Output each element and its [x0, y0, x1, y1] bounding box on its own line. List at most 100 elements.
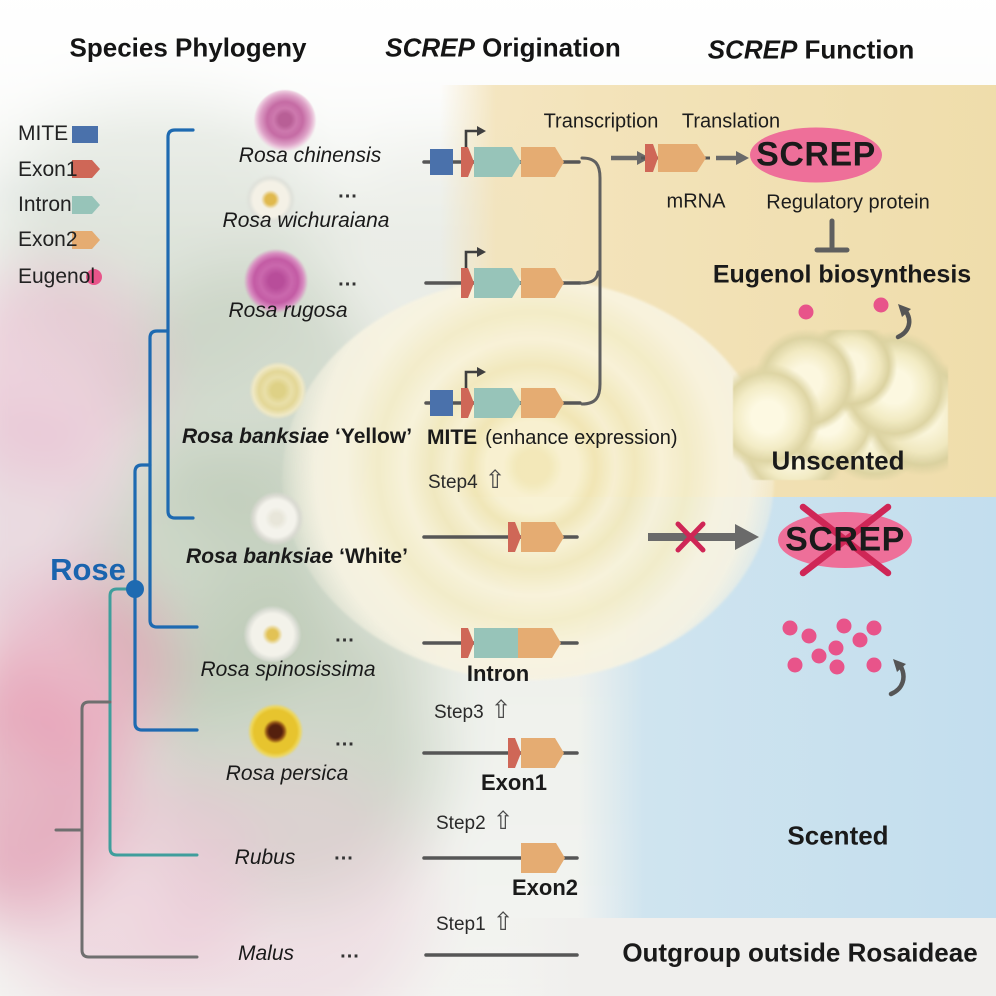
blocked-arrowhead: [735, 524, 759, 550]
rosa-rugosa-flower-image: [243, 249, 309, 313]
species-label-rosa-banksiae-yellow: Rosa banksiae ‘Yellow’: [182, 425, 412, 449]
ellipsis: ...: [334, 842, 354, 865]
species-label-rosa-chinensis: Rosa chinensis: [238, 144, 382, 167]
mite-legend-icon: [72, 126, 98, 143]
header-screp-origination-em: SCREP: [385, 32, 475, 63]
eugenol-dots-scented: [782, 618, 906, 697]
tree-branch-malus: [80, 700, 199, 959]
eugenol-legend-icon: [86, 269, 102, 285]
species-label-rosa-wichuraiana: Rosa wichuraiana: [222, 209, 390, 232]
eugenol-dots-unscented: [798, 297, 912, 340]
mite-annotation: MITE (enhance expression): [427, 426, 678, 450]
gene-models: [422, 126, 582, 957]
up-arrow-icon: ⇧: [492, 908, 514, 936]
screp-protein-text: SCREP: [756, 135, 876, 174]
ellipsis: ...: [338, 268, 358, 291]
tree-branch-clade-c: [133, 463, 199, 732]
exon2-legend-icon: [72, 231, 100, 249]
inhibition-tbar-icon: [814, 218, 850, 253]
header-screp-function: SCREP Function: [708, 35, 915, 66]
eugenol-biosynthesis-label: Eugenol biosynthesis: [712, 260, 972, 289]
tree-branch-clade-b: [148, 329, 199, 629]
small-cross-icon: [675, 521, 706, 553]
step3-label: Step3 ⇧: [434, 696, 512, 724]
tree-branch-rubus: [108, 587, 199, 857]
gene-model-rosa-spinosissima: [422, 628, 579, 658]
header-species-phylogeny: Species Phylogeny: [69, 32, 307, 63]
intron-legend-icon: [72, 196, 100, 214]
species-label-rosa-persica: Rosa persica: [225, 762, 349, 785]
ellipsis: ...: [338, 180, 358, 203]
exon1-row-label: Exon1: [480, 770, 548, 795]
step4-label: Step4 ⇧: [428, 466, 506, 494]
rosa-chinensis-flower-image: [254, 90, 316, 152]
rosa-spinosissima-flower-image: [243, 605, 302, 662]
rose-clade-label: Rose: [50, 552, 126, 587]
species-label-rosa-rugosa: Rosa rugosa: [228, 299, 348, 322]
background-rose-image: [282, 278, 774, 680]
screp-protein-ellipse: [750, 127, 882, 183]
scented-label: Scented: [787, 820, 889, 851]
rose-clade-node: [126, 580, 144, 598]
unscented-flower-cluster-image: [733, 330, 948, 480]
legend-swatches: [72, 126, 102, 285]
species-label-rosa-banksiae-white: Rosa banksiae ‘White’: [186, 545, 408, 569]
ellipsis: ...: [335, 624, 355, 647]
translation-label: Translation: [681, 110, 781, 133]
legend-label-eugenol: Eugenol: [18, 265, 96, 288]
transcription-brace: [579, 156, 602, 406]
species-label-malus: Malus: [237, 942, 295, 965]
gene-model-rosa-banksiae-white: [422, 522, 579, 552]
legend-label-exon1: Exon1: [18, 158, 78, 181]
rosa-persica-flower-image: [247, 704, 304, 759]
tree-branch-clade-a: [166, 128, 195, 520]
big-cross-icon: [799, 503, 892, 577]
up-arrow-icon: ⇧: [492, 807, 514, 835]
unscented-label: Unscented: [771, 445, 905, 476]
header-screp-origination-rest: Origination: [474, 32, 621, 63]
cultivar-name: ‘Yellow’: [335, 425, 413, 448]
expression-flow: [611, 127, 882, 183]
header-screp-function-em: SCREP: [707, 34, 798, 65]
step2-label: Step2 ⇧: [436, 807, 514, 835]
mite-annotation-note: (enhance expression): [485, 427, 678, 449]
legend-label-intron: Intron: [18, 193, 72, 216]
gene-model-rubus: [422, 843, 579, 873]
regulatory-protein-label: Regulatory protein: [766, 191, 930, 214]
translation-arrowhead: [736, 151, 749, 165]
rosa-banksiae-yellow-flower-image: [248, 362, 308, 419]
phylogenetic-tree: [54, 128, 199, 959]
rosa-wichuraiana-flower-image: [245, 174, 296, 225]
mite-annotation-bold: MITE: [427, 426, 478, 449]
mrna-model: [641, 144, 710, 172]
species-name: Rosa banksiae: [186, 545, 334, 568]
screp-absent-text: SCREP: [785, 520, 905, 559]
header-screp-origination: SCREP Origination: [385, 33, 620, 64]
exon1-legend-icon: [72, 160, 100, 178]
legend-label-exon2: Exon2: [18, 228, 78, 251]
step1-label: Step1 ⇧: [436, 908, 514, 936]
intron-row-label: Intron: [466, 661, 530, 686]
outgroup-label: Outgroup outside Rosaideae: [622, 937, 978, 968]
transcription-label: Transcription: [543, 110, 659, 133]
species-label-rubus: Rubus: [234, 846, 296, 869]
species-label-rosa-spinosissima: Rosa spinosissima: [200, 658, 376, 681]
legend-label-mite: MITE: [18, 122, 69, 145]
header-screp-function-rest: Function: [797, 34, 915, 65]
gene-model-rosa-persica: [422, 738, 579, 768]
up-arrow-icon: ⇧: [490, 696, 512, 724]
gene-model-rosa-chinensis: [422, 126, 581, 177]
up-arrow-icon: ⇧: [484, 466, 506, 494]
gene-model-rosa-rugosa: [424, 247, 582, 298]
exon2-row-label: Exon2: [511, 875, 579, 900]
cultivar-name: ‘White’: [339, 545, 408, 568]
blocked-expression: [648, 503, 912, 577]
gene-model-rosa-banksiae-yellow: [424, 367, 582, 418]
mrna-label: mRNA: [666, 190, 726, 213]
rosa-banksiae-white-flower-image: [249, 491, 304, 546]
species-name: Rosa banksiae: [181, 425, 330, 448]
ellipsis: ...: [340, 940, 360, 963]
outgroup-strip: [505, 918, 996, 996]
